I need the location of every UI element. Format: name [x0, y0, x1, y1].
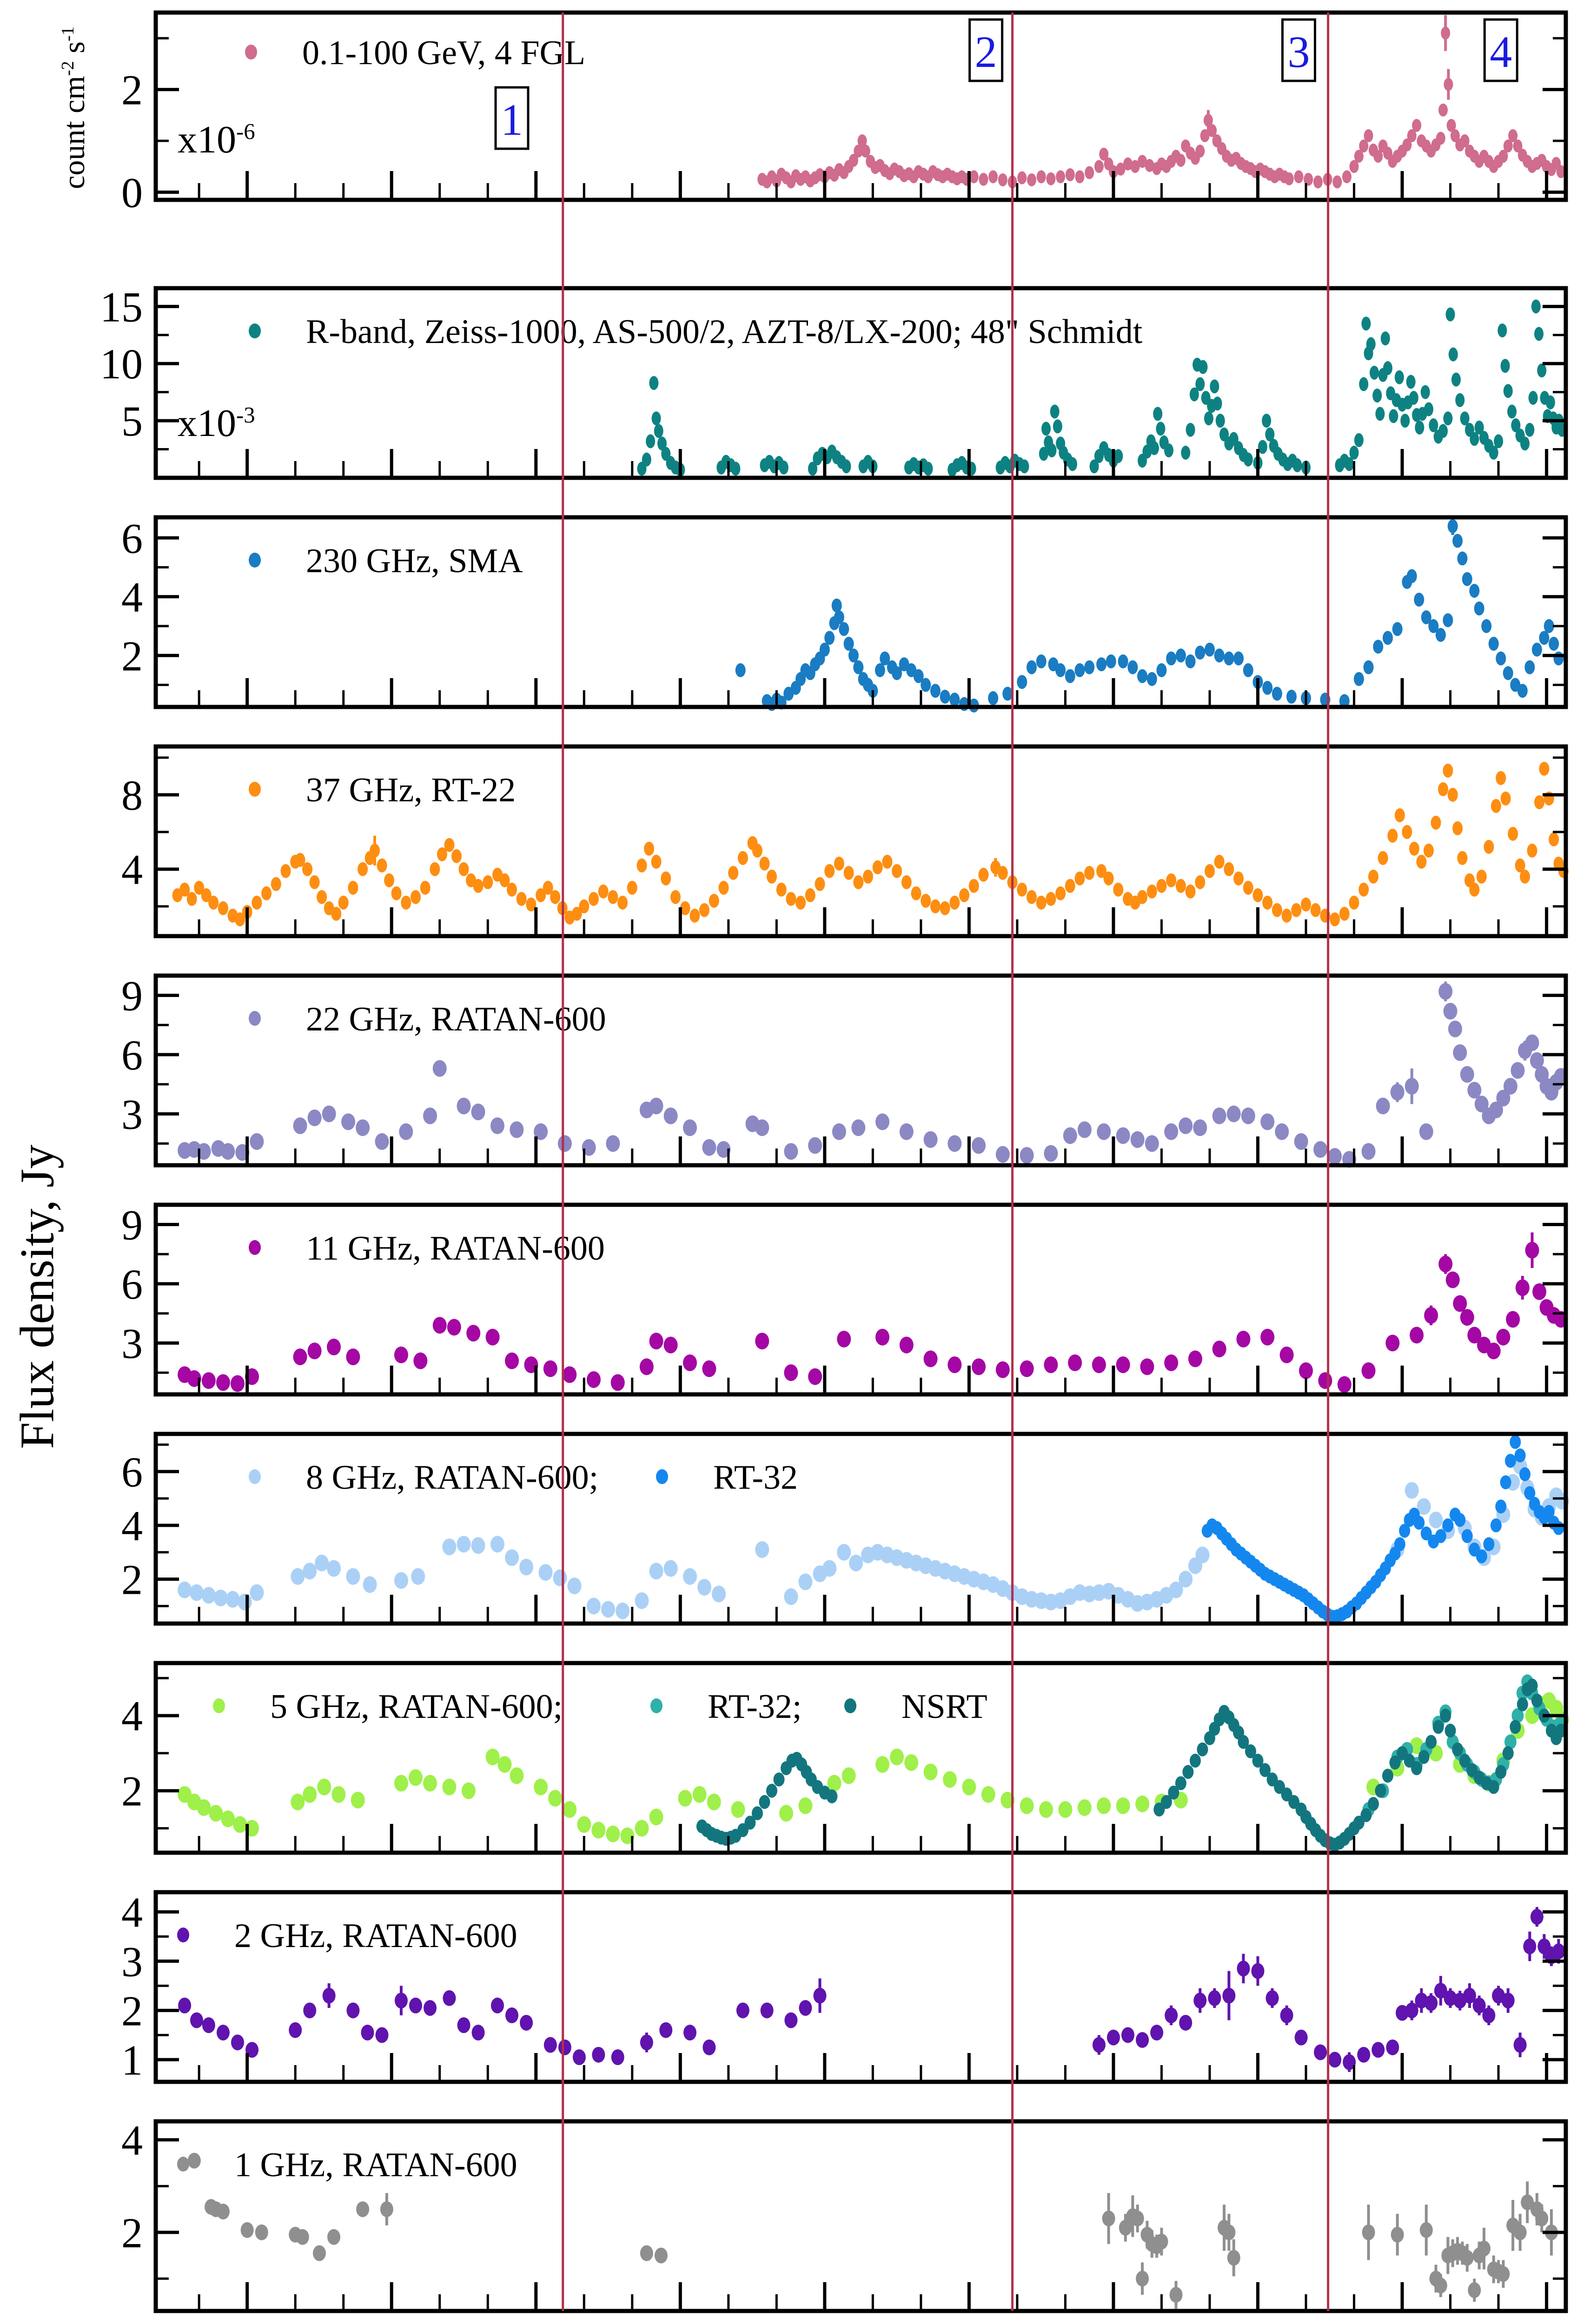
ytick-label: 6 [121, 1031, 143, 1079]
legend-label: 230 GHz, SMA [306, 542, 523, 580]
period-labels: 1 2 3 4 [494, 18, 1518, 150]
xtick-label: 2004 [493, 2321, 579, 2324]
panel-ratan-22: 3 6 9 22 GHz, RATAN-600 [121, 972, 1568, 1168]
ytick-label: 6 [121, 515, 143, 562]
legend-label: 37 GHz, RT-22 [306, 771, 516, 809]
legend-fermi-gamma: 0.1-100 GeV, 4 FGL [245, 34, 585, 72]
svg-text:2: 2 [975, 27, 997, 77]
period-label-1: 1 [494, 86, 530, 150]
series-sma-230ghz [735, 517, 1564, 713]
svg-text:3: 3 [1287, 27, 1310, 77]
legend-label: 2 GHz, RATAN-600 [234, 1917, 517, 1955]
ytick-label: 3 [121, 1091, 143, 1138]
period-label-4: 4 [1483, 18, 1518, 82]
xtick-label: 1998 [205, 2321, 290, 2324]
xtick-label: 2013 [926, 2321, 1012, 2324]
ytick-label: 9 [121, 1202, 143, 1249]
gamma-unit-label: count cm-2 s-1 [57, 26, 91, 189]
xtick-label: 2010 [782, 2321, 868, 2324]
xtick-label: 2007 [637, 2321, 723, 2324]
svg-text:1: 1 [501, 95, 523, 145]
xtick-label: 2022 [1359, 2321, 1445, 2324]
series-nsrt-5ghz [696, 1678, 1567, 1852]
rband-scale-label: x10-3 [178, 402, 255, 445]
ytick-label: 10 [100, 340, 143, 388]
ytick-label: 15 [100, 283, 143, 330]
legend-label: 1 GHz, RATAN-600 [234, 2146, 517, 2184]
ytick-label: 2 [121, 1987, 143, 2034]
legend-label: RT-32; [708, 1688, 802, 1726]
xtick-label: 2016 [1071, 2321, 1156, 2324]
legend-ratan-2ghz: 2 GHz, RATAN-600 [177, 1917, 517, 1955]
panel-rt22-37: 4 8 37 GHz, RT-22 [121, 744, 1569, 938]
legend-label: R-band, Zeiss-1000, AS-500/2, AZT-8/LX-2… [306, 313, 1143, 351]
ytick-label: 0 [121, 169, 143, 216]
ytick-label: 3 [121, 1320, 143, 1367]
ytick-label: 6 [121, 1261, 143, 1308]
ytick-label: 2 [121, 632, 143, 680]
legend-label: 0.1-100 GeV, 4 FGL [302, 34, 585, 72]
period-label-3: 3 [1281, 18, 1316, 82]
legend-sma-230ghz: 230 GHz, SMA [249, 542, 523, 580]
panel-ghz8: 2 4 6 8 GHz, RATAN-600; RT-32 [121, 1432, 1569, 1626]
ytick-label: 2 [121, 66, 143, 114]
panel-ratan-11: 3 6 9 11 GHz, RATAN-600 [121, 1202, 1568, 1397]
legend-label: NSRT [901, 1688, 987, 1726]
gamma-scale-label: x10-6 [178, 118, 255, 161]
ytick-label: 4 [121, 1692, 143, 1740]
ytick-label: 4 [121, 574, 143, 621]
legend-rt22-37ghz: 37 GHz, RT-22 [249, 771, 516, 809]
series-ratan-1ghz [187, 2152, 1558, 2309]
legend-ratan-11ghz: 11 GHz, RATAN-600 [249, 1229, 605, 1268]
legend-label: RT-32 [713, 1459, 798, 1497]
ytick-label: 4 [121, 846, 143, 893]
legend-label: 8 GHz, RATAN-600; [306, 1459, 598, 1497]
series-rt32-8ghz [1201, 1435, 1564, 1624]
svg-text:4: 4 [1490, 27, 1512, 77]
xtick-label: 2001 [349, 2321, 434, 2324]
period-label-2: 2 [968, 18, 1004, 82]
ytick-label: 6 [121, 1448, 143, 1496]
legend-nsrt-5ghz: NSRT [844, 1688, 987, 1726]
series-ratan-8ghz [178, 1458, 1569, 1619]
legend-rt32-5ghz: RT-32; [650, 1688, 802, 1726]
series-rt22-37ghz [172, 762, 1569, 926]
ytick-label: 4 [121, 1888, 143, 1936]
ytick-label: 4 [121, 2117, 143, 2164]
y-axis-label: Flux density, Jy [10, 1144, 64, 1449]
legend-ratan-22ghz: 22 GHz, RATAN-600 [249, 1000, 606, 1038]
series-ratan-22ghz [178, 981, 1568, 1168]
ytick-label: 3 [121, 1938, 143, 1985]
panel-gamma: 0 2 0.1-100 GeV, 4 FGL [121, 10, 1568, 216]
legend-label: 5 GHz, RATAN-600; [270, 1688, 563, 1726]
ytick-label: 8 [121, 772, 143, 819]
panel-ratan-1: 2 4 1 GHz, RATAN-600 1998 2001 2004 2007 2010 20… [121, 2117, 1590, 2324]
legend-rt32-8ghz: RT-32 [656, 1459, 798, 1497]
series-fermi-gamma [757, 15, 1566, 189]
panel-sma-230: 2 4 6 230 GHz, SMA [121, 515, 1568, 713]
ytick-label: 4 [121, 1502, 143, 1550]
legend-ratan-8ghz: 8 GHz, RATAN-600; [249, 1459, 598, 1497]
legend-ratan-1ghz: 1 GHz, RATAN-600 [177, 2146, 517, 2184]
legend-label: 11 GHz, RATAN-600 [306, 1229, 605, 1268]
ytick-label: 9 [121, 972, 143, 1020]
ytick-label: 2 [121, 2209, 143, 2257]
panel-ghz5: 2 4 5 GHz, RATAN-600; RT-32; NSRT [121, 1661, 1569, 1855]
legend-r-band-optical: R-band, Zeiss-1000, AS-500/2, AZT-8/LX-2… [249, 313, 1143, 351]
legend-label: 22 GHz, RATAN-600 [306, 1000, 606, 1038]
epoch-marker-lines [562, 13, 1330, 2311]
panel-r-band: 5 10 15 R-band, Zeiss-1000, AS-500/2, AZT-8… [100, 283, 1568, 480]
ytick-label: 1 [121, 2036, 143, 2084]
ytick-label: 2 [121, 1768, 143, 1815]
legend-ratan-5ghz: 5 GHz, RATAN-600; [213, 1688, 563, 1726]
series-ratan-11ghz [178, 1232, 1568, 1393]
xtick-label: 2025 [1504, 2321, 1590, 2324]
ytick-label: 2 [121, 1556, 143, 1604]
xtick-label: 2019 [1215, 2321, 1301, 2324]
ytick-label: 5 [121, 397, 143, 445]
